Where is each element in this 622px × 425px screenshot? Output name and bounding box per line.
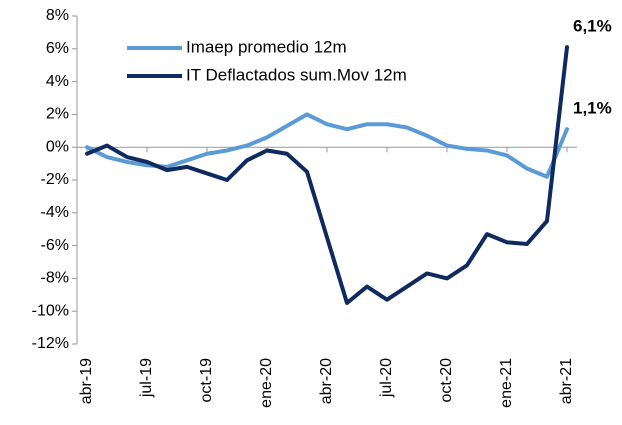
- y-tick-label: -6%: [41, 237, 69, 254]
- y-tick-label: -12%: [32, 335, 69, 352]
- x-tick-label: jul-20: [378, 358, 395, 398]
- x-tick-label: abr-21: [558, 358, 575, 404]
- annotation: 6,1%: [573, 17, 612, 36]
- line-series: [85, 112, 569, 179]
- y-tick-label: -8%: [41, 270, 69, 287]
- x-tick-label: ene-21: [498, 358, 515, 408]
- line-series: [85, 45, 569, 305]
- y-tick-label: -10%: [32, 302, 69, 319]
- x-tick-label: ene-20: [258, 358, 275, 408]
- legend-label: IT Deflactados sum.Mov 12m: [186, 65, 407, 84]
- x-tick-label: abr-19: [78, 358, 95, 404]
- x-tick-label: oct-19: [198, 358, 215, 403]
- y-tick-label: 6%: [46, 40, 69, 57]
- y-tick-label: 4%: [46, 73, 69, 90]
- x-tick-label: jul-19: [138, 358, 155, 398]
- y-tick-label: 0%: [46, 138, 69, 155]
- legend-label: Imaep promedio 12m: [186, 37, 347, 56]
- x-tick-label: abr-20: [318, 358, 335, 404]
- y-tick-label: -2%: [41, 171, 69, 188]
- annotation: 1,1%: [573, 99, 612, 118]
- y-tick-label: -4%: [41, 204, 69, 221]
- x-tick-label: oct-20: [438, 358, 455, 403]
- y-tick-label: 2%: [46, 106, 69, 123]
- y-tick-label: 8%: [46, 7, 69, 24]
